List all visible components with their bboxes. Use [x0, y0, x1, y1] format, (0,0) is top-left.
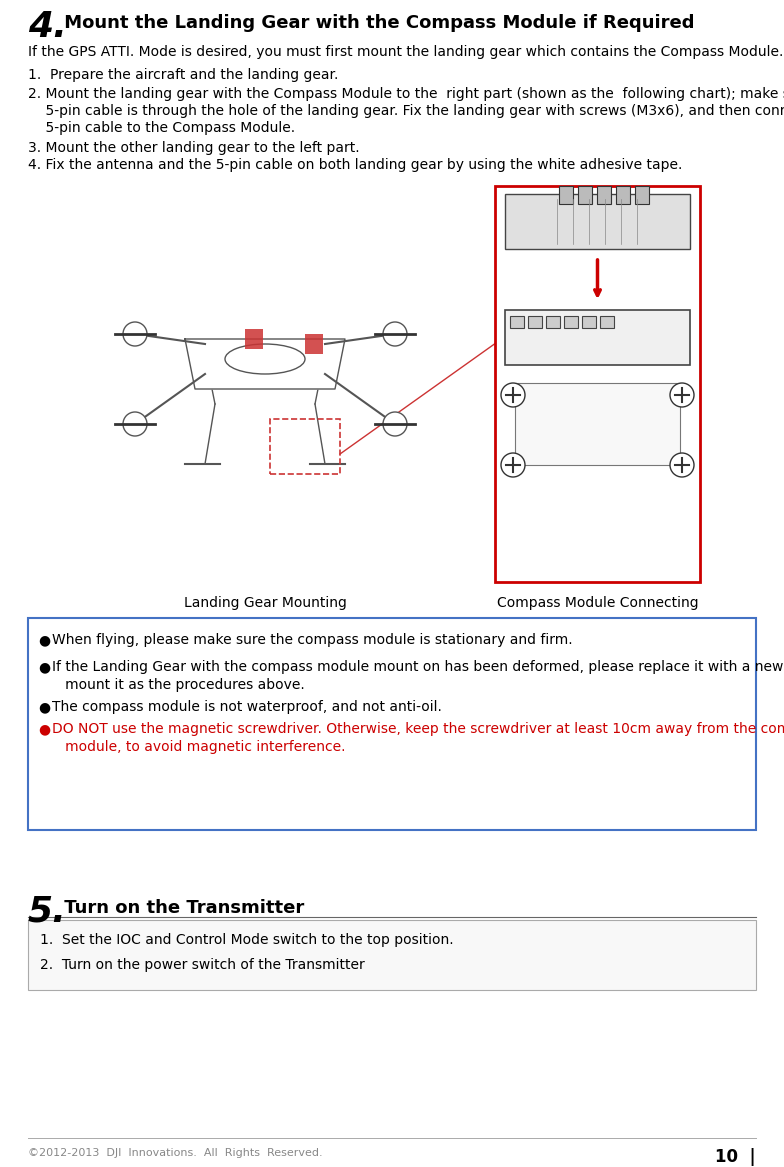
- Bar: [636, 186, 649, 204]
- Text: Compass Module Connecting: Compass Module Connecting: [497, 596, 699, 610]
- Ellipse shape: [225, 344, 305, 373]
- Text: 2.  Turn on the power switch of the Transmitter: 2. Turn on the power switch of the Trans…: [40, 958, 365, 972]
- Bar: [28, 619, 756, 830]
- Text: Mount the Landing Gear with the Compass Module if Required: Mount the Landing Gear with the Compass …: [58, 14, 695, 32]
- Circle shape: [670, 453, 694, 477]
- Text: 2. Mount the landing gear with the Compass Module to the  right part (shown as t: 2. Mount the landing gear with the Compa…: [28, 88, 784, 102]
- Circle shape: [383, 322, 407, 345]
- Bar: [582, 316, 596, 328]
- Bar: [616, 186, 630, 204]
- Text: 5.: 5.: [28, 895, 67, 929]
- Text: 10  |: 10 |: [715, 1148, 756, 1166]
- Text: If the Landing Gear with the compass module mount on has been deformed, please r: If the Landing Gear with the compass mod…: [52, 661, 784, 675]
- Bar: [600, 316, 614, 328]
- Bar: [505, 310, 690, 365]
- Bar: [305, 334, 323, 354]
- Bar: [515, 383, 680, 464]
- Bar: [495, 186, 700, 582]
- Bar: [597, 186, 612, 204]
- Bar: [270, 419, 340, 474]
- Text: ●: ●: [38, 700, 50, 714]
- Bar: [245, 329, 263, 349]
- Bar: [28, 920, 756, 990]
- Bar: [528, 316, 542, 328]
- Circle shape: [123, 412, 147, 436]
- Text: ●: ●: [38, 722, 50, 736]
- Polygon shape: [185, 338, 345, 389]
- Bar: [546, 316, 560, 328]
- Text: Turn on the Transmitter: Turn on the Transmitter: [58, 899, 304, 917]
- Bar: [564, 316, 578, 328]
- Text: If the GPS ATTI. Mode is desired, you must first mount the landing gear which co: If the GPS ATTI. Mode is desired, you mu…: [28, 46, 783, 60]
- Text: 5-pin cable to the Compass Module.: 5-pin cable to the Compass Module.: [28, 121, 295, 135]
- Text: ©2012-2013  DJI  Innovations.  All  Rights  Reserved.: ©2012-2013 DJI Innovations. All Rights R…: [28, 1148, 323, 1158]
- Text: When flying, please make sure the compass module is stationary and firm.: When flying, please make sure the compas…: [52, 633, 572, 647]
- Text: DO NOT use the magnetic screwdriver. Otherwise, keep the screwdriver at least 10: DO NOT use the magnetic screwdriver. Oth…: [52, 722, 784, 736]
- Bar: [505, 194, 690, 249]
- Text: 4.: 4.: [28, 11, 67, 44]
- Text: module, to avoid magnetic interference.: module, to avoid magnetic interference.: [52, 740, 346, 754]
- Text: 4. Fix the antenna and the 5-pin cable on both landing gear by using the white a: 4. Fix the antenna and the 5-pin cable o…: [28, 158, 682, 172]
- Circle shape: [123, 322, 147, 345]
- Text: The compass module is not waterproof, and not anti-oil.: The compass module is not waterproof, an…: [52, 700, 442, 714]
- Circle shape: [670, 383, 694, 407]
- Text: Landing Gear Mounting: Landing Gear Mounting: [183, 596, 347, 610]
- Text: ●: ●: [38, 633, 50, 647]
- Text: 5-pin cable is through the hole of the landing gear. Fix the landing gear with s: 5-pin cable is through the hole of the l…: [28, 104, 784, 118]
- Circle shape: [501, 383, 525, 407]
- Text: 1.  Prepare the aircraft and the landing gear.: 1. Prepare the aircraft and the landing …: [28, 68, 339, 82]
- Text: mount it as the procedures above.: mount it as the procedures above.: [52, 678, 305, 692]
- Circle shape: [501, 453, 525, 477]
- Bar: [560, 186, 574, 204]
- Text: 3. Mount the other landing gear to the left part.: 3. Mount the other landing gear to the l…: [28, 141, 360, 155]
- Bar: [579, 186, 593, 204]
- Bar: [510, 316, 524, 328]
- Text: 1.  Set the IOC and Control Mode switch to the top position.: 1. Set the IOC and Control Mode switch t…: [40, 932, 454, 946]
- Circle shape: [383, 412, 407, 436]
- Text: ●: ●: [38, 661, 50, 675]
